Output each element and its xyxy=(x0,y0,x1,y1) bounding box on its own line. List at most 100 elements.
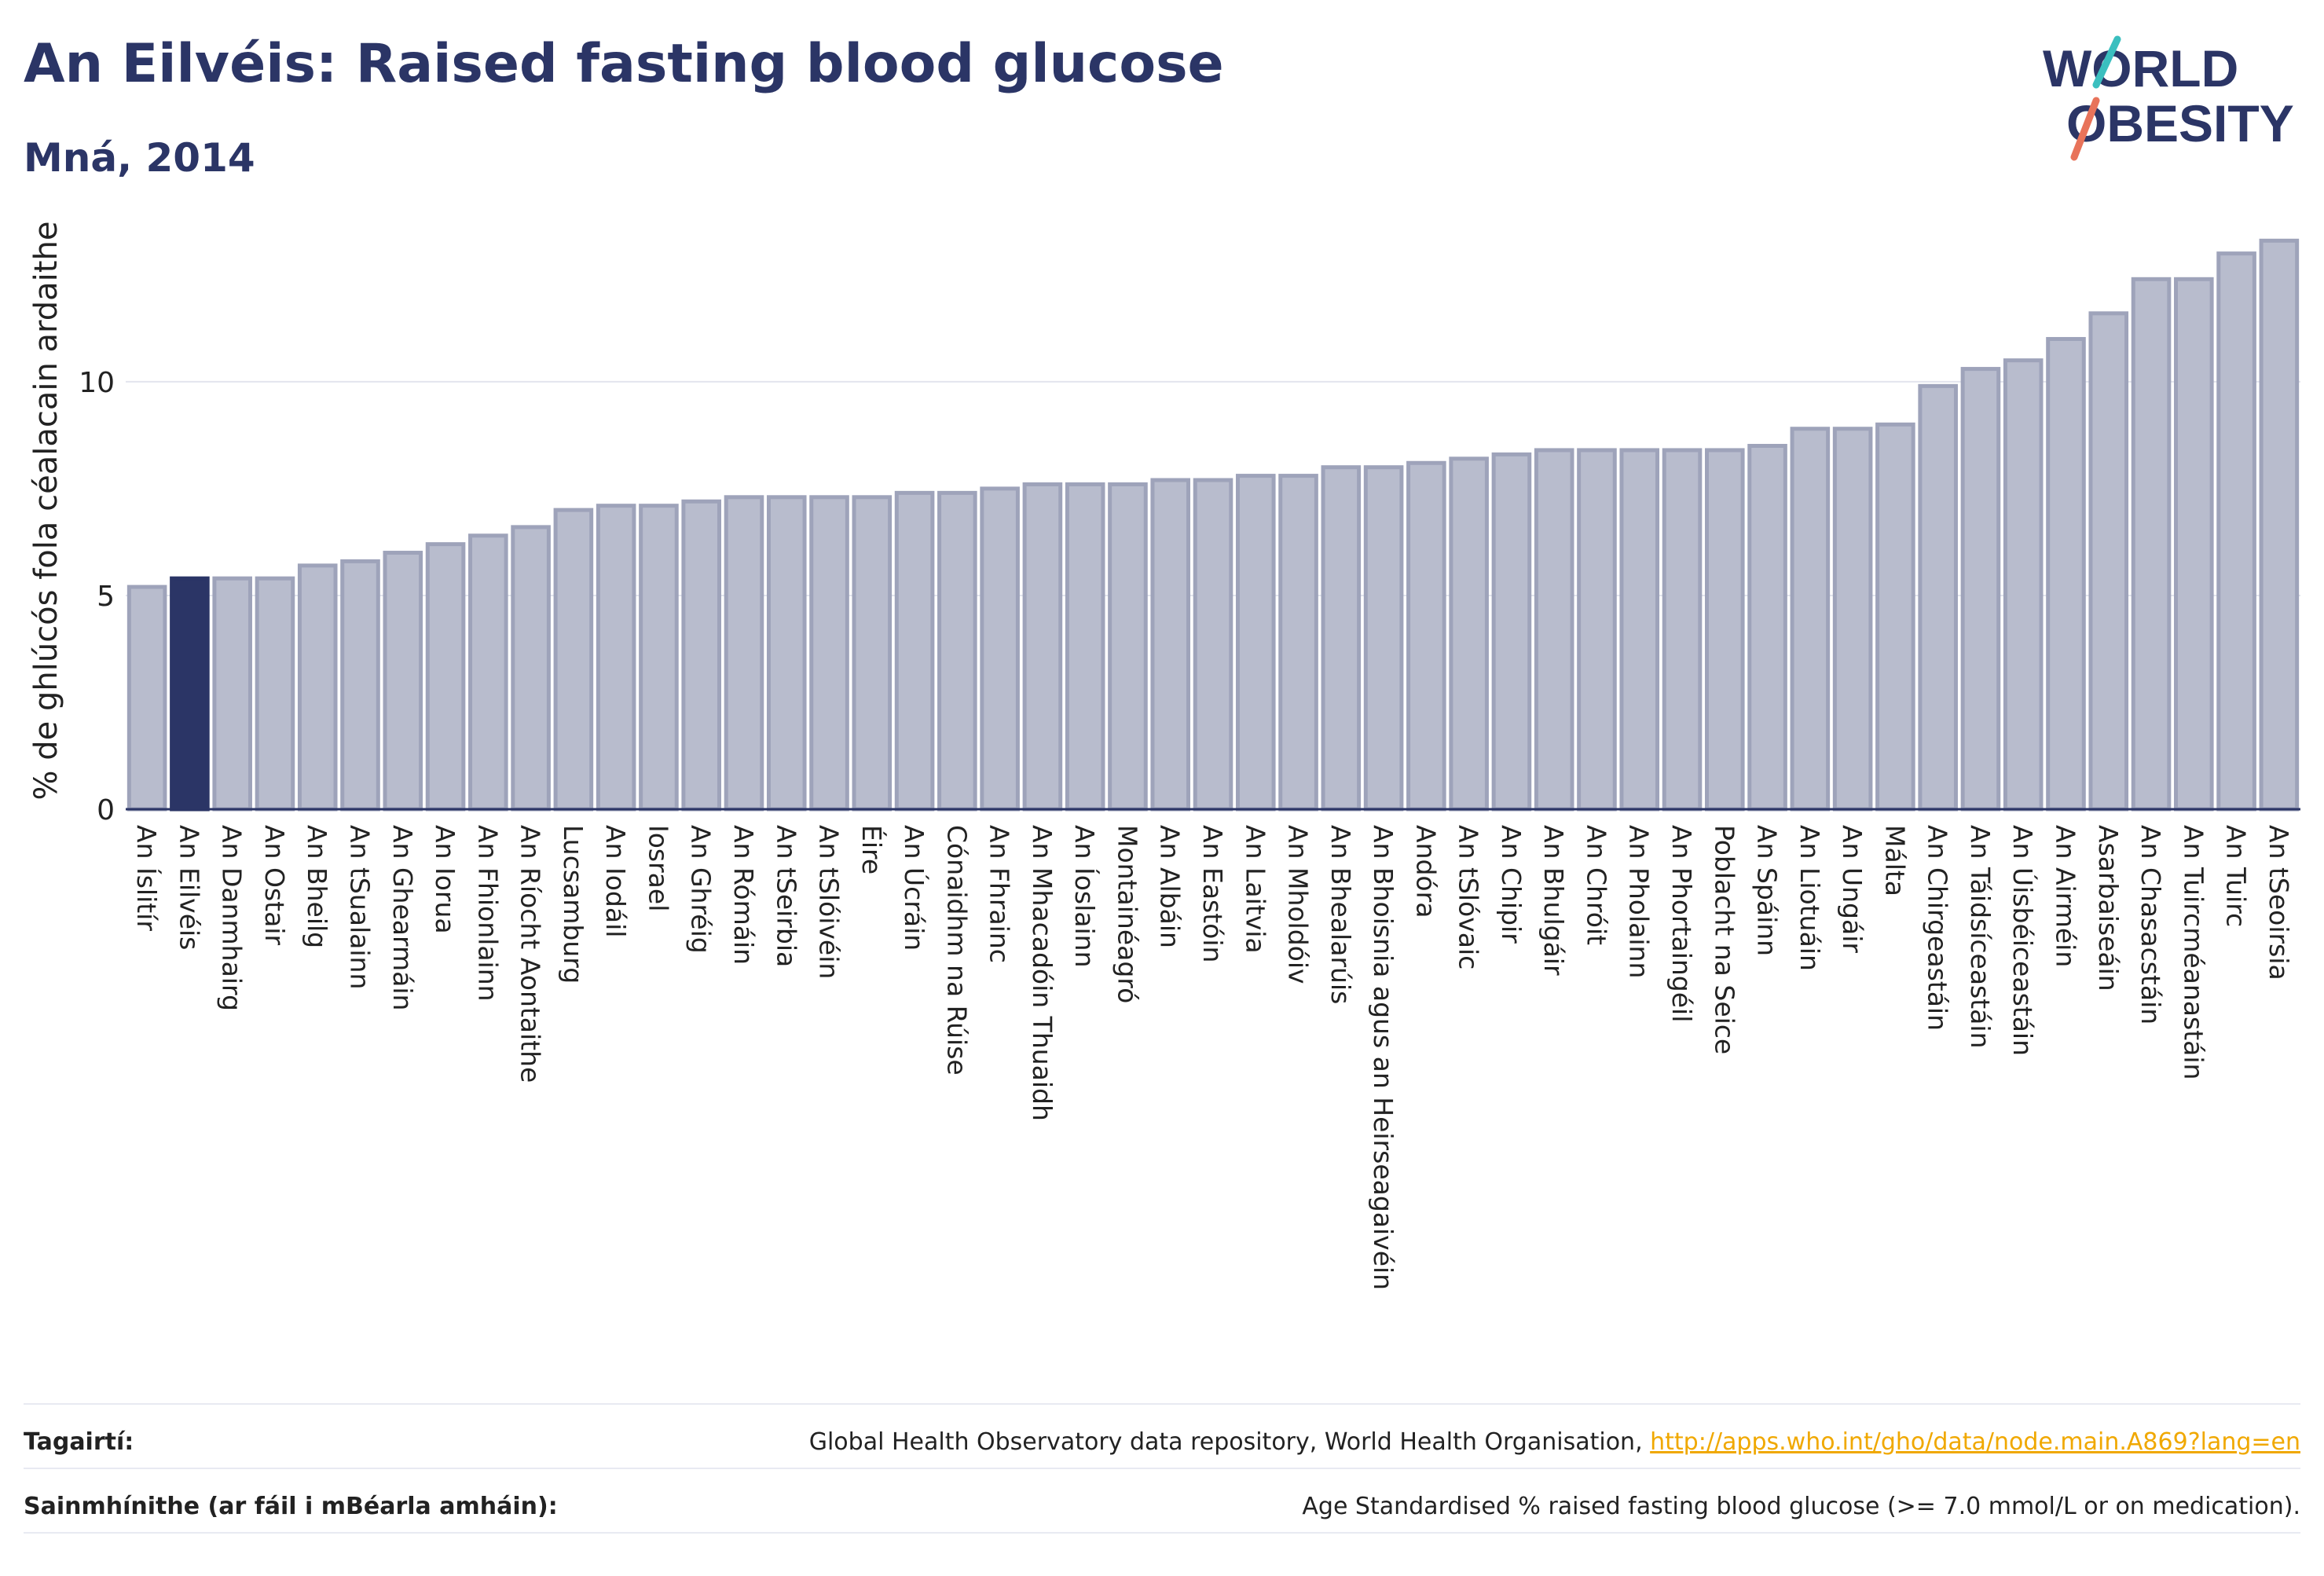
footer-rule-bottom xyxy=(24,1532,2300,1534)
x-tick-label: An Ríocht Aontaithe xyxy=(515,825,546,1083)
bar xyxy=(1150,478,1191,812)
bar xyxy=(383,551,423,812)
bar xyxy=(1235,474,1276,812)
y-axis-label: % de ghlúcós fola céalacain ardaithe xyxy=(28,222,64,801)
bar xyxy=(2088,311,2129,812)
references-link[interactable]: http://apps.who.int/gho/data/node.main.A… xyxy=(1650,1428,2300,1456)
y-tick-label: 10 xyxy=(79,367,115,399)
svg-text:OBESITY: OBESITY xyxy=(2066,94,2294,152)
bar xyxy=(1022,482,1063,812)
x-tick-label: An Iodáil xyxy=(600,825,631,937)
x-tick-label: An Fhionlainn xyxy=(472,825,503,1002)
bar xyxy=(553,508,594,812)
bar xyxy=(1449,456,1489,812)
x-tick-label: An Bhoisnia agus an Heirseagaivéin xyxy=(1368,825,1398,1290)
x-tick-label: An Eastóin xyxy=(1197,825,1228,962)
x-tick-label: An tSualainn xyxy=(345,825,376,989)
x-tick-label: An Rómáin xyxy=(728,825,759,965)
references-value: Global Health Observatory data repositor… xyxy=(808,1428,2300,1456)
x-tick-label: An Chróit xyxy=(1581,825,1611,945)
bar xyxy=(170,576,210,812)
chart-title: An Eilvéis: Raised fasting blood glucose xyxy=(24,33,1224,95)
x-tick-label: Montainéagró xyxy=(1112,825,1142,1003)
x-tick-label: An tSlóvaic xyxy=(1453,825,1484,969)
bar xyxy=(1832,427,1873,812)
bar xyxy=(1321,465,1362,812)
bar xyxy=(511,525,551,812)
bar xyxy=(1960,367,2001,812)
x-tick-label: An Albáin xyxy=(1155,825,1186,948)
x-tick-label: An Chipir xyxy=(1496,825,1527,944)
bar xyxy=(1875,422,1915,812)
bar xyxy=(1363,465,1404,812)
definitions-value: Age Standardised % raised fasting blood … xyxy=(1302,1492,2300,1520)
x-tick-label: An Ungáir xyxy=(1837,825,1868,953)
x-tick-label: An Eilvéis xyxy=(174,825,204,950)
x-tick-label: An Mholdóiv xyxy=(1283,825,1314,984)
bar xyxy=(894,490,935,812)
x-tick-label: An Bhealarúis xyxy=(1325,825,1356,1004)
footer-rule-middle xyxy=(24,1468,2300,1469)
bar xyxy=(1108,482,1148,812)
bar xyxy=(1918,383,1958,812)
x-tick-label: An Íoslainn xyxy=(1069,825,1101,967)
bar-chart: 0 5 10 An Íslitír An Eilvéis An Danmhairg An O… xyxy=(28,222,2300,1290)
bar xyxy=(1491,452,1532,812)
x-tick-label: An Spáinn xyxy=(1752,825,1783,956)
footer-rule-top xyxy=(24,1403,2300,1405)
x-tick-label: An Íslitír xyxy=(131,825,163,931)
x-tick-label: An Danmhairg xyxy=(217,825,247,1011)
references-label: Tagairtí: xyxy=(24,1428,134,1456)
bar xyxy=(937,490,977,812)
chart-subtitle: Mná, 2014 xyxy=(24,135,255,181)
svg-text:WORLD: WORLD xyxy=(2043,39,2238,97)
bar xyxy=(425,542,466,812)
x-tick-label: An Iorua xyxy=(430,825,460,934)
bar xyxy=(809,495,849,812)
bar xyxy=(980,486,1020,812)
bar xyxy=(639,504,679,812)
bar xyxy=(2046,336,2086,812)
bar xyxy=(1619,448,1660,812)
x-tick-label: An Bhulgáir xyxy=(1538,825,1569,976)
x-tick-label: An Mhacadóin Thuaidh xyxy=(1027,825,1058,1121)
bar xyxy=(766,495,807,812)
x-tick-label: An tSlóivéin xyxy=(814,825,845,979)
definitions-label: Sainmhínithe (ar fáil i mBéarla amháin): xyxy=(24,1492,558,1520)
bar xyxy=(126,585,167,812)
references-row: Tagairtí: Global Health Observatory data… xyxy=(24,1422,2300,1461)
x-tick-label: An Laitvia xyxy=(1240,825,1270,954)
x-tick-label: An Airméin xyxy=(2050,825,2080,967)
x-tick-label: An Ghréig xyxy=(686,825,717,954)
bar xyxy=(297,563,338,812)
bar xyxy=(2216,251,2256,812)
bar xyxy=(212,576,252,812)
x-tick-label: An Chasacstáin xyxy=(2135,825,2166,1024)
bar xyxy=(1577,448,1617,812)
bar xyxy=(2259,238,2300,812)
bar xyxy=(255,576,295,812)
x-tick-label: An Pholainn xyxy=(1624,825,1655,978)
x-tick-label: An Úcráin xyxy=(899,825,930,951)
x-tick-label: An tSeoirsia xyxy=(2264,825,2294,980)
bar xyxy=(1193,478,1233,812)
bar xyxy=(1704,448,1745,812)
bar xyxy=(2003,358,2044,812)
x-tick-label: Málta xyxy=(1879,825,1910,896)
x-tick-label: Iosrael xyxy=(643,825,673,911)
bar xyxy=(1747,444,1787,812)
x-tick-label: An Chirgeastáin xyxy=(1923,825,1953,1031)
x-tick-label: An Tuircméanastáin xyxy=(2178,825,2209,1079)
bar xyxy=(852,495,893,812)
bar xyxy=(2174,277,2214,812)
x-tick-label: Éire xyxy=(856,825,888,874)
bar xyxy=(1065,482,1105,812)
bar xyxy=(681,499,722,812)
y-tick-label: 5 xyxy=(97,581,115,613)
x-tick-label: An Fhrainc xyxy=(984,825,1015,963)
x-tick-label: An tSeirbia xyxy=(771,825,801,967)
x-tick-label: Andóra xyxy=(1410,825,1441,918)
x-tick-label: An Bheilg xyxy=(302,825,332,948)
bar xyxy=(340,559,380,812)
bar xyxy=(468,533,508,812)
